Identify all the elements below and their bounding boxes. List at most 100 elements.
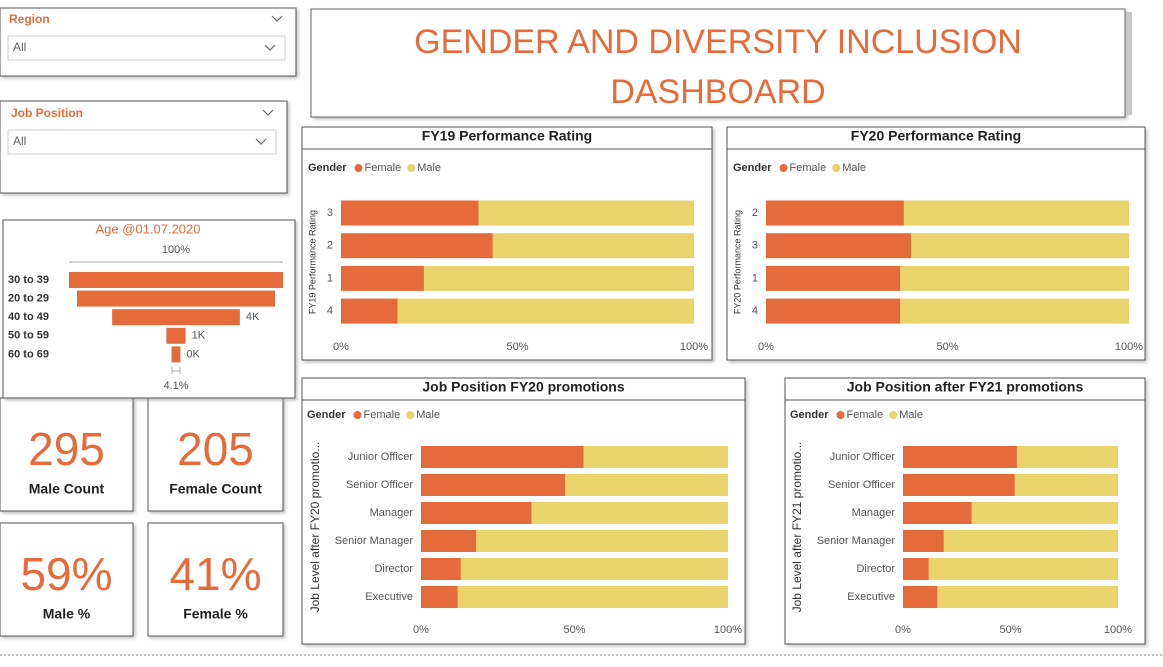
bar-segment: [423, 265, 694, 291]
funnel-top-label: 100%: [162, 244, 190, 256]
x-tick-label: 0%: [413, 624, 429, 636]
legend-label: Male: [842, 162, 866, 174]
x-tick-label: 100%: [1115, 341, 1143, 353]
bar-segment: [341, 298, 398, 324]
funnel-bottom-label: 4.1%: [163, 380, 188, 392]
bar-segment: [1014, 474, 1118, 496]
bar-segment: [341, 233, 493, 259]
x-tick-label: 100%: [714, 624, 742, 636]
chart-title: Age @01.07.2020: [95, 221, 200, 236]
dashboard-title: GENDER AND DIVERSITY INCLUSION DASHBOARD: [414, 23, 1022, 111]
legend-title: Gender: [307, 409, 346, 421]
bar-segment: [460, 558, 728, 580]
chart-title: FY19 Performance Rating: [422, 128, 592, 144]
chart-title: Job Position after FY21 promotions: [847, 379, 1084, 395]
kpi-value: 295: [28, 423, 105, 475]
title-box: [310, 8, 1126, 118]
legend-title: Gender: [733, 162, 772, 174]
y-tick-label: 3: [327, 207, 333, 219]
y-tick-label: Senior Manager: [817, 535, 896, 547]
y-tick-label: Junior Officer: [830, 451, 896, 463]
y-tick-label: Director: [856, 563, 895, 575]
bar-segment: [903, 474, 1015, 496]
bar-segment: [903, 446, 1017, 468]
bar-segment: [903, 558, 929, 580]
bar-segment: [397, 298, 694, 324]
kpi-label: Male Count: [29, 481, 105, 497]
legend-marker: [406, 411, 415, 419]
y-tick-label: Director: [374, 563, 413, 575]
x-tick-label: 0%: [895, 624, 911, 636]
legend-label: Female: [364, 409, 401, 421]
x-tick-label: 0%: [758, 341, 774, 353]
x-tick-label: 100%: [680, 341, 708, 353]
y-axis-title: FY19 Performance Rating: [307, 210, 317, 314]
kpi-card: [0, 522, 134, 637]
y-axis-title: FY20 Performance Rating: [732, 210, 742, 314]
bar-segment: [903, 200, 1129, 226]
bar-segment: [943, 530, 1118, 552]
slicer-selection[interactable]: All: [13, 40, 26, 54]
funnel-category: 40 to 49: [8, 311, 49, 323]
x-tick-label: 0%: [333, 341, 349, 353]
value-label: 4K: [246, 311, 260, 323]
y-tick-label: Junior Officer: [348, 451, 414, 463]
legend-title: Gender: [308, 162, 347, 174]
kpi-value: 205: [177, 423, 254, 475]
slicer-selection[interactable]: All: [13, 134, 26, 148]
bar-segment: [900, 265, 1129, 291]
bar-segment: [903, 586, 938, 608]
legend-marker: [407, 164, 416, 172]
legend-marker: [836, 411, 845, 419]
bar-segment: [421, 558, 461, 580]
funnel-category: 50 to 59: [8, 330, 49, 342]
funnel-bar: [171, 346, 181, 363]
bar-segment: [478, 200, 694, 226]
slicer-label: Job Position: [11, 106, 83, 120]
legend-marker: [354, 164, 363, 172]
bar-segment: [565, 474, 728, 496]
legend-marker: [779, 164, 788, 172]
legend-title: Gender: [790, 409, 829, 421]
chart-title: FY20 Performance Rating: [851, 128, 1021, 144]
y-tick-label: Senior Officer: [346, 479, 413, 491]
bar-segment: [421, 586, 458, 608]
y-axis-title: Job Level after FY21 promotio...: [790, 442, 804, 613]
slicer-collapse: [271, 15, 283, 22]
funnel-bar: [69, 272, 283, 288]
x-tick-label: 50%: [936, 341, 958, 353]
slicer-dropdown[interactable]: [7, 35, 286, 61]
dropdown-arrow: [255, 138, 267, 145]
bar-segment: [421, 474, 566, 496]
kpi-label: Female Count: [169, 481, 262, 497]
slicer-dropdown[interactable]: [7, 129, 277, 155]
funnel-bar: [112, 309, 240, 326]
y-tick-label: Senior Manager: [335, 535, 414, 547]
scrollbar: [1126, 12, 1132, 115]
legend-label: Female: [790, 162, 827, 174]
bar-segment: [766, 265, 901, 291]
x-tick-label: 50%: [999, 624, 1021, 636]
dropdown-arrow: [264, 44, 276, 51]
bar-segment: [766, 298, 901, 324]
bar-segment: [421, 502, 532, 524]
bar-segment: [421, 530, 477, 552]
kpi-card: [147, 522, 284, 637]
kpi-label: Female %: [183, 606, 248, 622]
funnel-bar: [76, 290, 276, 307]
y-tick-label: 3: [752, 240, 758, 252]
bar-segment: [421, 446, 584, 468]
bar-segment: [531, 502, 728, 524]
y-tick-label: 4: [327, 305, 333, 317]
legend-marker: [353, 411, 362, 419]
bar-segment: [766, 200, 904, 226]
y-tick-label: 4: [752, 305, 758, 317]
y-tick-label: 2: [752, 207, 758, 219]
funnel-panel: [2, 219, 296, 399]
funnel-category: 60 to 69: [8, 348, 49, 360]
bar-segment: [937, 586, 1118, 608]
bar-segment: [903, 530, 944, 552]
bar-segment: [903, 502, 972, 524]
